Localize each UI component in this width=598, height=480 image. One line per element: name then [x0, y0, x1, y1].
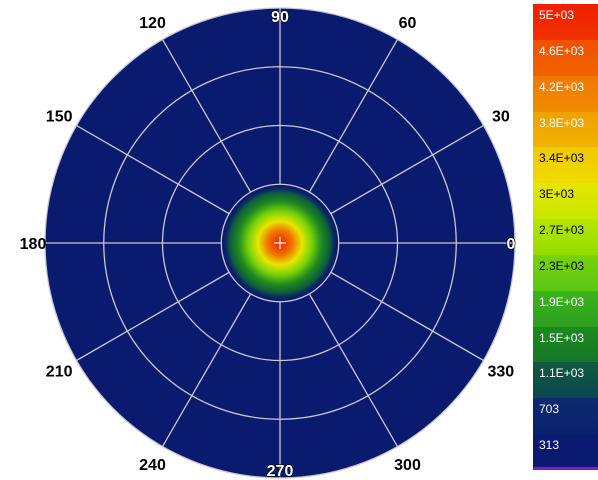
- colorbar-tick-label: 5E+03: [539, 8, 575, 22]
- center-marker: [274, 237, 286, 249]
- colorbar-tick-label: 703: [539, 402, 560, 417]
- colorbar-band: [533, 398, 598, 435]
- colorbar-tick-label: 4.2E+03: [539, 79, 585, 94]
- colorbar-band: [533, 362, 598, 399]
- grid-spoke-30: [330, 124, 484, 215]
- polar-grid: [44, 7, 516, 479]
- angle-label-60: 60: [399, 15, 417, 32]
- angle-label-210: 210: [46, 364, 73, 381]
- angle-labels: 0 30 60 90 120 150 180 210 240 270 300 330: [20, 8, 516, 480]
- colorbar-band: [533, 434, 598, 470]
- colorbar-tick-label: 1.5E+03: [539, 330, 585, 345]
- colorbar: 5E+03 4.6E+03 4.2E+03 3.8E+03 3.4E+03 3E+03 2.…: [533, 4, 598, 470]
- grid-spoke-300: [308, 293, 399, 447]
- colorbar-band: [533, 254, 598, 292]
- grid-spoke-60: [308, 39, 399, 193]
- grid-spoke-150: [76, 124, 230, 215]
- angle-label-270: 270: [267, 463, 294, 480]
- colorbar-band: [533, 111, 598, 148]
- colorbar-tick-label: 3.4E+03: [539, 151, 585, 166]
- colorbar-band: [533, 326, 598, 363]
- grid-spoke-240: [161, 293, 252, 447]
- angle-label-120: 120: [139, 15, 166, 32]
- angle-label-180: 180: [20, 236, 47, 253]
- grid-spoke-210: [76, 271, 230, 362]
- colorbar-band: [533, 183, 598, 220]
- angle-label-0: 0: [507, 236, 516, 253]
- angle-label-30: 30: [492, 109, 510, 126]
- angle-label-300: 300: [394, 457, 421, 474]
- grid-spoke-330: [330, 271, 484, 362]
- angle-label-150: 150: [46, 109, 73, 126]
- colorbar-band: [533, 219, 598, 256]
- colorbar-tick-label: 3.8E+03: [539, 115, 585, 130]
- colorbar-tick-label: 1.9E+03: [539, 294, 585, 309]
- angle-label-240: 240: [139, 457, 166, 474]
- colorbar-band: [533, 290, 598, 328]
- colorbar-tick-label: 4.6E+03: [539, 43, 585, 58]
- colorbar-band: [533, 39, 598, 77]
- grid-spoke-120: [161, 39, 252, 193]
- colorbar-band: [533, 147, 598, 184]
- colorbar-bottom-edge: [533, 467, 598, 470]
- colorbar-band: [533, 75, 598, 113]
- colorbar-tick-label: 313: [539, 438, 560, 453]
- angle-label-330: 330: [487, 364, 514, 381]
- colorbar-tick-label: 3E+03: [539, 187, 575, 202]
- colorbar-tick-label: 2.7E+03: [539, 223, 585, 238]
- colorbar-tick-label: 2.3E+03: [539, 258, 585, 273]
- colorbar-tick-label: 1.1E+03: [539, 366, 585, 381]
- polar-heatmap: 0 30 60 90 120 150 180 210 240 270 300 330: [20, 7, 516, 480]
- angle-label-90: 90: [271, 9, 289, 26]
- colorbar-band: [533, 4, 598, 41]
